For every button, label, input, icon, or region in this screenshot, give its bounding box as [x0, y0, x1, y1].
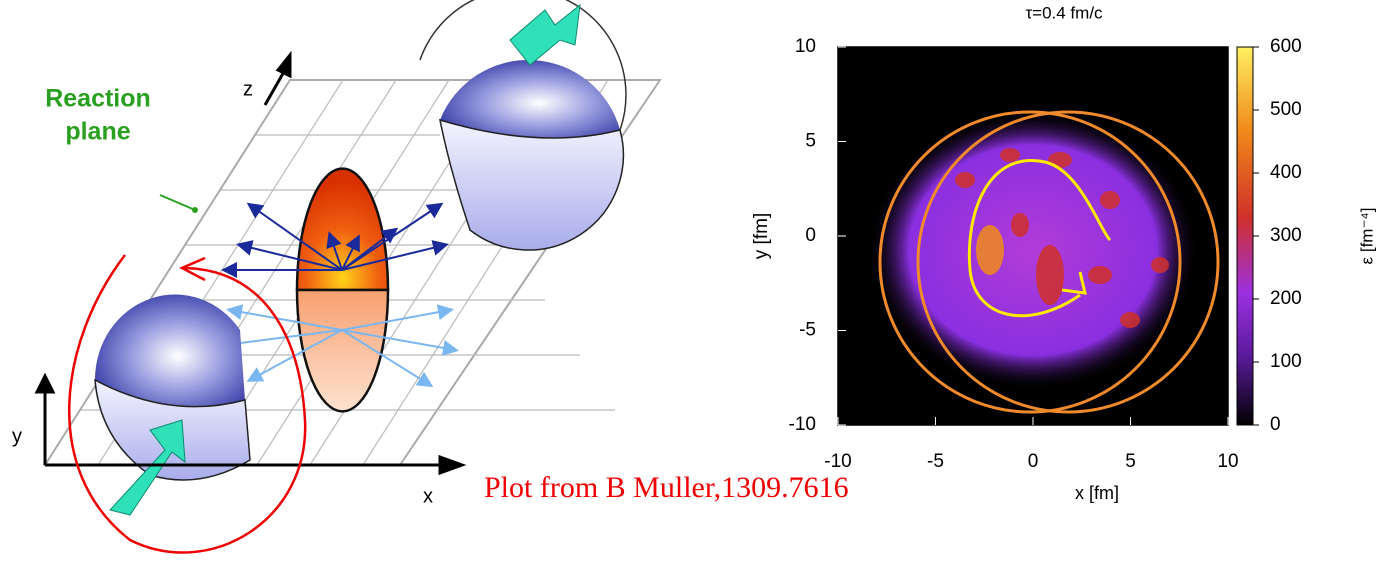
- x-tick-label: 0: [1028, 451, 1039, 472]
- colorbar-tick-label: 0: [1270, 414, 1281, 435]
- x-tick-label: 10: [1217, 451, 1238, 472]
- colorbar-tick-label: 300: [1270, 225, 1302, 246]
- x-axis-label: x [fm]: [1075, 483, 1119, 503]
- x-tick-label: -5: [927, 451, 944, 472]
- colorbar-tick-label: 500: [1270, 99, 1302, 120]
- colorbar-label: ε [fm⁻⁴]: [1357, 208, 1376, 265]
- y-tick-label: 10: [795, 36, 816, 57]
- chart-title: τ=0.4 fm/c: [1025, 3, 1103, 22]
- y-tick-label: -5: [799, 320, 816, 341]
- heatmap: τ=0.4 fm/c y [fm] ε [fm⁻⁴] x [fm] Plot f…: [484, 3, 1376, 503]
- colorbar-tick-label: 200: [1270, 288, 1302, 309]
- axis-label: y: [12, 425, 22, 447]
- diagram: Reaction plane z y x: [12, 0, 660, 553]
- y-tick-label: -10: [789, 414, 816, 435]
- annotation: Plot from B Muller,1309.7616: [484, 471, 849, 504]
- colorbar-tick-label: 600: [1270, 36, 1302, 57]
- diagram-label: plane: [65, 118, 130, 146]
- colorbar-tick-label: 100: [1270, 351, 1302, 372]
- figure: Reaction plane z y x τ=0.4 fm/c y [fm] ε…: [0, 0, 1393, 564]
- axis-label: x: [423, 485, 433, 507]
- y-tick-label: 0: [805, 225, 816, 246]
- x-tick-label: -10: [824, 451, 851, 472]
- y-tick-label: 5: [805, 131, 816, 152]
- x-tick-label: 5: [1125, 451, 1136, 472]
- axis-label: z: [243, 78, 253, 100]
- colorbar: [1237, 47, 1253, 425]
- colorbar-tick-label: 400: [1270, 162, 1302, 183]
- diagram-label: Reaction: [45, 85, 151, 113]
- y-axis-label: y [fm]: [751, 213, 772, 259]
